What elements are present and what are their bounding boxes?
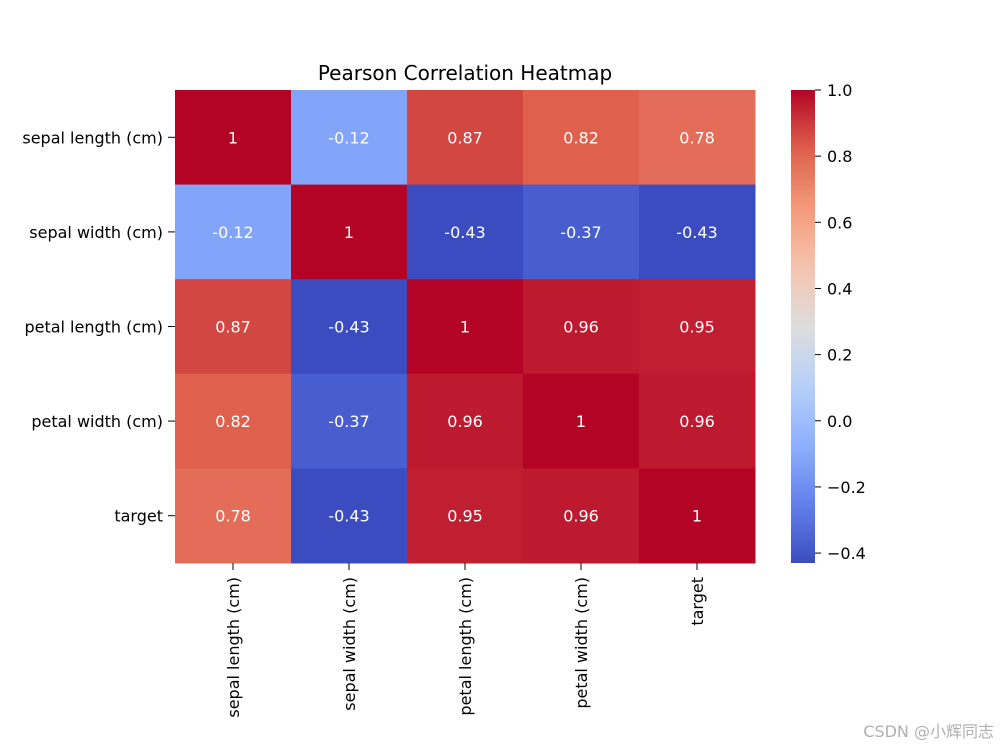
heatmap-cell bbox=[407, 90, 524, 186]
cell-annotation: 1 bbox=[692, 507, 702, 526]
heatmap-cell bbox=[175, 90, 292, 186]
column-labels: sepal length (cm) sepal width (cm) petal l… bbox=[224, 563, 707, 718]
heatmap-cell bbox=[291, 90, 408, 186]
heatmap-cell bbox=[291, 468, 408, 564]
heatmap-cell bbox=[523, 468, 640, 564]
colorbar: 1.0 0.8 0.6 0.4 0.2 0.0 −0.2 −0.4 bbox=[791, 81, 866, 563]
cell-annotation: 0.82 bbox=[215, 412, 251, 431]
row-label: sepal width (cm) bbox=[29, 223, 163, 242]
cell-annotation: -0.43 bbox=[328, 507, 369, 526]
colorbar-tick-label: 0.8 bbox=[827, 147, 852, 166]
cell-annotation: 0.96 bbox=[679, 412, 715, 431]
row-label: petal length (cm) bbox=[24, 318, 163, 337]
column-label: target bbox=[688, 577, 707, 626]
heatmap-cell bbox=[523, 184, 640, 280]
heatmap-cell bbox=[639, 184, 756, 280]
heatmap-cell bbox=[639, 373, 756, 469]
cell-annotation: 0.96 bbox=[447, 412, 483, 431]
column-label: petal length (cm) bbox=[456, 577, 475, 716]
heatmap-cell bbox=[291, 279, 408, 375]
row-label: target bbox=[114, 507, 163, 526]
cell-annotation: 0.96 bbox=[563, 318, 599, 337]
cell-annotation: 0.87 bbox=[447, 128, 483, 147]
heatmap-cell bbox=[523, 90, 640, 186]
colorbar-tick-label: −0.2 bbox=[827, 478, 866, 497]
heatmap-cell bbox=[175, 184, 292, 280]
cell-annotation: 0.96 bbox=[563, 507, 599, 526]
cell-annotation: 0.87 bbox=[215, 318, 251, 337]
cell-annotation: -0.43 bbox=[676, 223, 717, 242]
colorbar-tick-label: 0.0 bbox=[827, 412, 852, 431]
heatmap-cell bbox=[175, 468, 292, 564]
heatmap-cell bbox=[291, 373, 408, 469]
cell-annotation: 1 bbox=[344, 223, 354, 242]
colorbar-tick-label: 0.6 bbox=[827, 213, 852, 232]
colorbar-tick-label: 0.4 bbox=[827, 279, 852, 298]
heatmap-cell bbox=[639, 468, 756, 564]
colorbar-tick-label: 0.2 bbox=[827, 346, 852, 365]
column-label: sepal width (cm) bbox=[340, 577, 359, 711]
cell-annotation: 0.95 bbox=[679, 318, 715, 337]
cell-annotation: -0.12 bbox=[328, 128, 369, 147]
cell-annotation: -0.43 bbox=[328, 318, 369, 337]
heatmap-cell bbox=[291, 184, 408, 280]
cell-annotation: 1 bbox=[460, 318, 470, 337]
heatmap-cell bbox=[523, 373, 640, 469]
heatmap-cell bbox=[523, 279, 640, 375]
column-label: sepal length (cm) bbox=[224, 577, 243, 718]
row-labels: sepal length (cm) sepal width (cm) petal l… bbox=[22, 128, 175, 526]
heatmap-cell bbox=[639, 90, 756, 186]
cell-annotation: 1 bbox=[576, 412, 586, 431]
row-label: sepal length (cm) bbox=[22, 128, 163, 147]
heatmap-cell bbox=[639, 279, 756, 375]
heatmap-cell bbox=[175, 279, 292, 375]
heatmap-cells bbox=[175, 90, 756, 564]
cell-annotation: 1 bbox=[228, 128, 238, 147]
heatmap-cell bbox=[407, 184, 524, 280]
heatmap-cell bbox=[407, 468, 524, 564]
cell-annotation: 0.78 bbox=[215, 507, 251, 526]
cell-annotation: 0.82 bbox=[563, 128, 599, 147]
cell-annotation: 0.78 bbox=[679, 128, 715, 147]
row-label: petal width (cm) bbox=[31, 412, 163, 431]
cell-annotation: -0.43 bbox=[444, 223, 485, 242]
heatmap-cell bbox=[407, 279, 524, 375]
colorbar-gradient bbox=[791, 90, 815, 563]
watermark: CSDN @小辉同志 bbox=[863, 722, 994, 741]
colorbar-tick-label: 1.0 bbox=[827, 81, 852, 100]
cell-annotation: 0.95 bbox=[447, 507, 483, 526]
colorbar-tick-label: −0.4 bbox=[827, 544, 866, 563]
cell-annotation: -0.37 bbox=[328, 412, 369, 431]
chart-title: Pearson Correlation Heatmap bbox=[318, 61, 612, 85]
heatmap-cell bbox=[175, 373, 292, 469]
cell-annotation: -0.12 bbox=[212, 223, 253, 242]
heatmap-cell bbox=[407, 373, 524, 469]
column-label: petal width (cm) bbox=[572, 577, 591, 709]
cell-annotations: 1 -0.12 0.87 0.82 0.78 -0.12 1 -0.43 -0.37 -0.43 0… bbox=[212, 128, 717, 525]
cell-annotation: -0.37 bbox=[560, 223, 601, 242]
